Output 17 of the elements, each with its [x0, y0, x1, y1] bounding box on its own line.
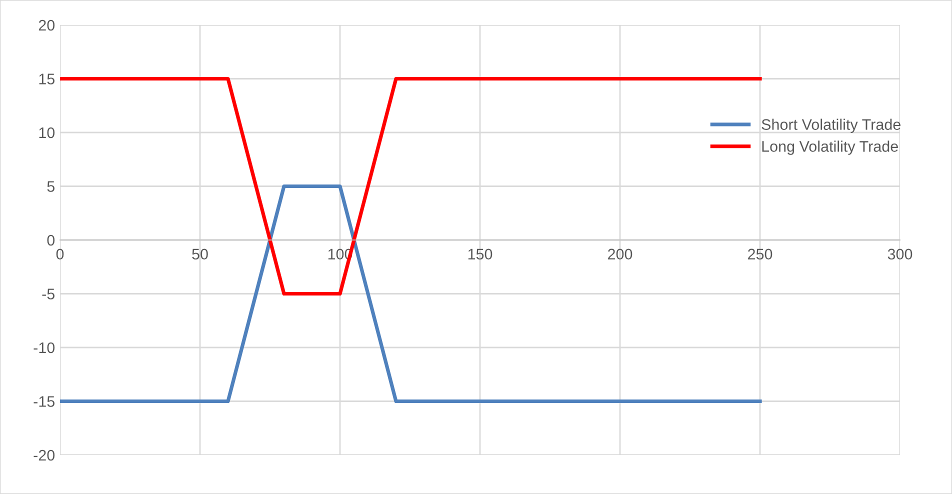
y-tick-label: -5 — [42, 288, 54, 300]
x-tick-label: 200 — [608, 248, 632, 260]
legend-label: Long Volatility Trade — [762, 140, 898, 155]
y-tick-label: 10 — [39, 127, 55, 138]
y-tick-label: 0 — [47, 234, 55, 246]
x-tick-label: 300 — [888, 248, 912, 260]
legend-label: Short Volatility Trade — [762, 118, 900, 133]
x-tick-label: 250 — [748, 248, 772, 260]
y-tick-label: 20 — [38, 20, 55, 31]
y-tick-label: 5 — [47, 181, 54, 192]
x-tick-label: 150 — [468, 248, 492, 260]
y-tick-label: -20 — [34, 450, 55, 461]
x-tick-label: 50 — [192, 248, 208, 260]
x-tick-label: 0 — [56, 248, 64, 260]
y-tick-label: -15 — [34, 396, 54, 407]
y-tick-label: -10 — [34, 342, 55, 354]
y-tick-label: 15 — [39, 74, 54, 84]
